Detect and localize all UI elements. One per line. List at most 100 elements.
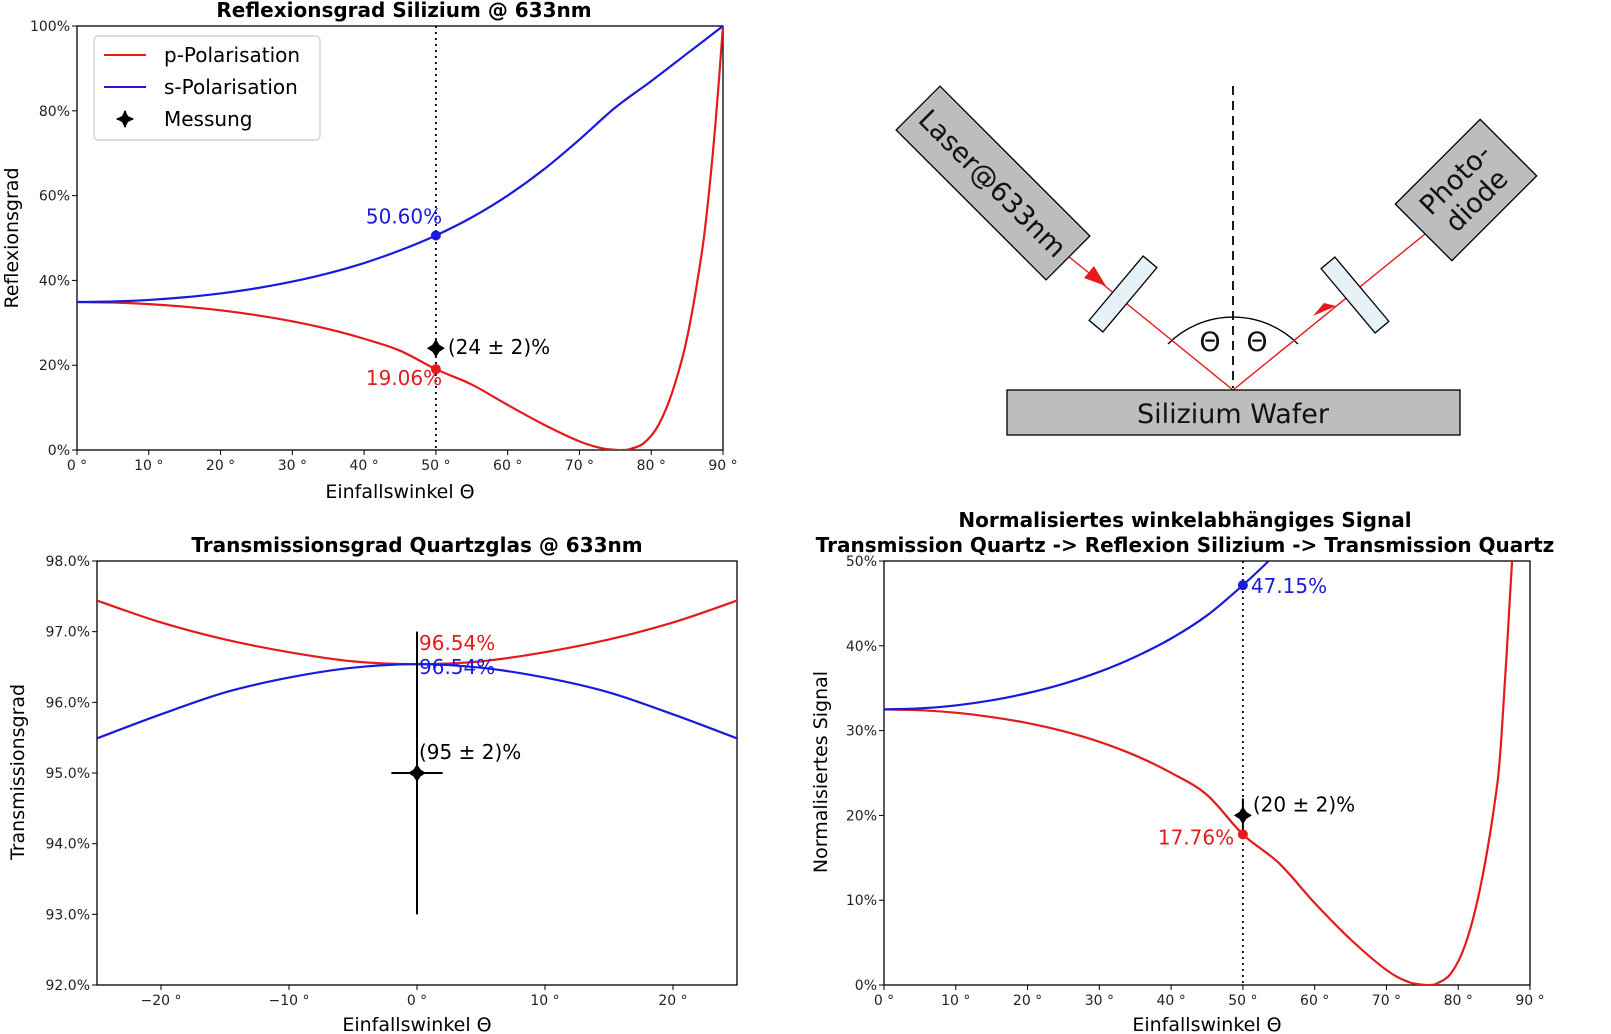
legend-label-p: p-Polarisation <box>164 43 300 67</box>
tick-group: 0 ° 10 ° 20 ° 30 ° 40 ° 50 ° 60 ° 70 ° 80 ° 90 ° 0… <box>846 554 1545 1009</box>
x-tick-label: 40 ° <box>1156 993 1185 1009</box>
x-tick-label: 80 ° <box>1444 993 1473 1009</box>
series-line-s <box>77 26 723 304</box>
data-label: 96.54% <box>419 631 495 655</box>
y-tick-label: 30% <box>846 724 877 740</box>
y-tick-label: 93.0% <box>46 907 90 923</box>
x-tick-label: 10 ° <box>941 993 970 1009</box>
y-tick-label: 60% <box>39 189 70 205</box>
chart-title: Reflexionsgrad Silizium @ 633nm <box>216 0 591 22</box>
y-tick-label: 0% <box>48 443 70 459</box>
legend-label-messung: Messung <box>164 107 252 131</box>
y-tick-label: 10% <box>846 893 877 909</box>
y-tick-label: 100% <box>30 19 70 35</box>
x-tick-label: 10 ° <box>530 993 559 1009</box>
plot-frame <box>76 25 724 451</box>
x-axis-label: Einfallswinkel Θ <box>1132 1014 1281 1034</box>
data-label: 19.06% <box>366 366 442 390</box>
y-tick-label: 20% <box>846 808 877 824</box>
y-tick-label: 94.0% <box>46 837 90 853</box>
y-tick-label: 20% <box>39 358 70 374</box>
x-tick-label: 0 ° <box>407 993 427 1009</box>
measurement-marker <box>1233 806 1252 825</box>
signal-chart: Normalisiertes winkelabhängiges Signal T… <box>810 508 1554 1034</box>
legend: p-Polarisation s-Polarisation Messung <box>93 35 321 141</box>
x-tick-label: 90 ° <box>1515 993 1544 1009</box>
x-tick-label: 90 ° <box>708 458 737 474</box>
y-axis-label: Normalisiertes Signal <box>810 671 832 873</box>
x-tick-label: 80 ° <box>637 458 666 474</box>
transmission-chart: Transmissionsgrad Quartzglas @ 633nm −20… <box>7 533 738 1034</box>
measurement-point: (20 ± 2)% <box>1233 792 1355 833</box>
data-label: 47.15% <box>1251 574 1327 598</box>
laser-label: Laser@633nm <box>912 104 1072 264</box>
y-tick-label: 97.0% <box>46 625 90 641</box>
reflexion-chart: Reflexionsgrad Silizium @ 633nm 0 ° 10 ° 2… <box>1 0 738 503</box>
x-tick-label: 20 ° <box>658 993 687 1009</box>
measurement-marker <box>408 764 426 782</box>
data-label: 50.60% <box>366 204 442 228</box>
filter-left <box>1088 255 1158 333</box>
x-tick-label: 40 ° <box>349 458 378 474</box>
x-axis-label: Einfallswinkel Θ <box>342 1014 491 1034</box>
x-tick-label: 70 ° <box>565 458 594 474</box>
x-tick-label: 0 ° <box>874 993 894 1009</box>
measurement-label: (20 ± 2)% <box>1253 792 1355 816</box>
x-tick-label: −20 ° <box>141 993 182 1009</box>
photodiode-box: Photo- diode <box>1394 118 1538 262</box>
angle-label-right: Θ <box>1246 327 1267 358</box>
tick-group: −20 ° −10 ° 0 ° 10 ° 20 ° 92.0% 93.0% 94.0% 95.0… <box>46 554 688 1009</box>
data-label: 17.76% <box>1158 825 1234 849</box>
y-axis-label: Transmissionsgrad <box>7 684 29 861</box>
legend-label-s: s-Polarisation <box>164 75 298 99</box>
mark-group: (24 ± 2)% 50.60% 19.06% <box>77 26 723 450</box>
x-tick-label: 60 ° <box>493 458 522 474</box>
y-tick-label: 40% <box>846 639 877 655</box>
y-tick-label: 80% <box>39 104 70 120</box>
x-tick-label: 30 ° <box>278 458 307 474</box>
data-point <box>1237 580 1248 591</box>
tick-group: 0 ° 10 ° 20 ° 30 ° 40 ° 50 ° 60 ° 70 ° 80 ° 90 ° 0… <box>30 19 738 474</box>
measurement-label: (95 ± 2)% <box>419 740 521 764</box>
y-tick-label: 96.0% <box>46 695 90 711</box>
filter-right <box>1320 256 1390 334</box>
x-tick-label: −10 ° <box>269 993 310 1009</box>
y-tick-label: 0% <box>855 978 877 994</box>
laser-box: Laser@633nm <box>895 85 1091 281</box>
chart-title: Transmissionsgrad Quartzglas @ 633nm <box>191 533 642 557</box>
series-line-p <box>884 561 1514 985</box>
y-tick-label: 40% <box>39 273 70 289</box>
x-tick-label: 20 ° <box>1013 993 1042 1009</box>
angle-arc <box>1167 316 1299 345</box>
y-tick-label: 50% <box>846 554 877 570</box>
setup-diagram: Laser@633nm Photo- diode Silizium Wafer … <box>895 85 1538 436</box>
mark-group: (20 ± 2)% 47.15% 17.76% <box>884 561 1514 985</box>
mark-group: (95 ± 2)% 96.54%96.54% <box>97 599 737 915</box>
measurement-marker <box>426 339 445 358</box>
wafer <box>1006 389 1461 436</box>
angle-label-left: Θ <box>1199 327 1220 358</box>
legend-swatch-messung <box>116 110 134 128</box>
y-tick-label: 98.0% <box>46 554 90 570</box>
data-point <box>430 230 441 241</box>
reflected-arrow-icon <box>1313 303 1336 316</box>
series-line-p <box>77 26 723 450</box>
wafer-label: Silizium Wafer <box>1137 399 1330 430</box>
x-tick-label: 50 ° <box>421 458 450 474</box>
incident-arrow-icon <box>1084 266 1106 286</box>
x-tick-label: 60 ° <box>1300 993 1329 1009</box>
measurement-label: (24 ± 2)% <box>448 335 550 359</box>
legend-box <box>93 35 321 141</box>
x-tick-label: 50 ° <box>1228 993 1257 1009</box>
chart-subtitle: Transmission Quartz -> Reflexion Siliziu… <box>816 533 1555 557</box>
measurement-point: (24 ± 2)% <box>426 335 550 359</box>
x-tick-label: 10 ° <box>134 458 163 474</box>
series-line-s <box>884 561 1270 711</box>
x-tick-label: 70 ° <box>1372 993 1401 1009</box>
y-axis-label: Reflexionsgrad <box>1 167 23 308</box>
x-axis-label: Einfallswinkel Θ <box>325 481 474 503</box>
chart-title: Normalisiertes winkelabhängiges Signal <box>958 508 1411 532</box>
data-label: 96.54% <box>419 655 495 679</box>
x-tick-label: 20 ° <box>206 458 235 474</box>
